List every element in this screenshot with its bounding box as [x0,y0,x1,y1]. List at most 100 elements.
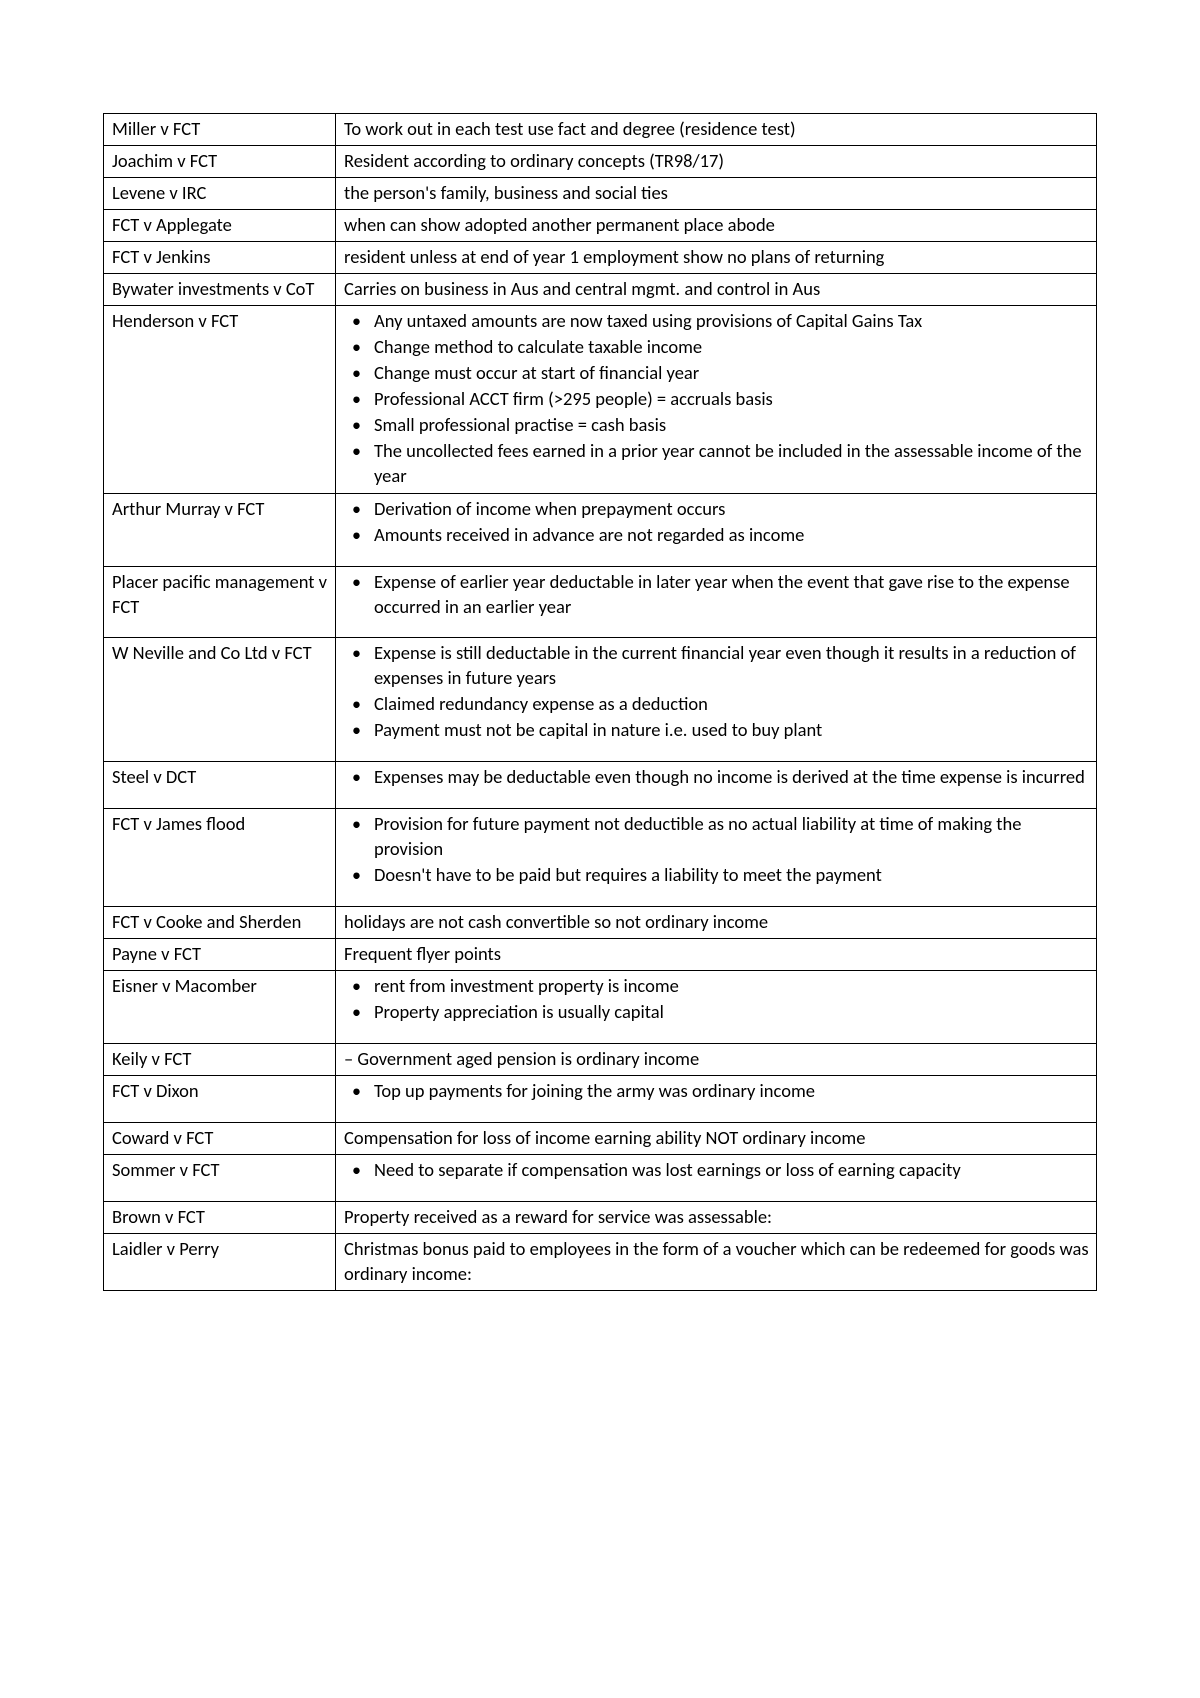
case-name-cell: Laidler v Perry [104,1233,336,1290]
description-cell: Expense of earlier year deductable in la… [336,566,1097,638]
bullet-list: Top up payments for joining the army was… [344,1079,1090,1104]
bullet-list: Expense of earlier year deductable in la… [344,570,1090,620]
bullet-list: Provision for future payment not deducti… [344,812,1090,888]
spacer [344,1105,1090,1119]
description-cell: holidays are not cash convertible so not… [336,907,1097,939]
description-text: To work out in each test use fact and de… [344,117,796,140]
spacer [344,1184,1090,1198]
bullet-list: Expense is still deductable in the curre… [344,641,1090,743]
bullet-item: Small professional practise = cash basis [344,413,1090,438]
table-body: Miller v FCT To work out in each test use… [104,114,1097,1291]
bullet-item: Amounts received in advance are not rega… [344,523,1090,548]
case-name-cell: FCT v Dixon [104,1076,336,1123]
case-name-cell: Bywater investments v CoT [104,273,336,305]
case-name-cell: Payne v FCT [104,939,336,971]
description-cell: Expense is still deductable in the curre… [336,638,1097,762]
description-text: Compensation for loss of income earning … [344,1126,865,1149]
description-cell: Property received as a reward for servic… [336,1201,1097,1233]
table-row: Henderson v FCT Any untaxed amounts are n… [104,305,1097,493]
case-name-cell: Arthur Murray v FCT [104,493,336,566]
table-row: Brown v FCT Property received as a reward… [104,1201,1097,1233]
bullet-item: Top up payments for joining the army was… [344,1079,1090,1104]
bullet-item: Doesn't have to be paid but requires a l… [344,863,1090,888]
table-row: FCT v Dixon Top up payments for joining t… [104,1076,1097,1123]
case-name-cell: Keily v FCT [104,1044,336,1076]
description-text-inner: Government aged pension is ordinary inco… [357,1047,699,1070]
case-name-cell: Brown v FCT [104,1201,336,1233]
description-cell: resident unless at end of year 1 employm… [336,241,1097,273]
table-row: Laidler v PerryChristmas bonus paid to e… [104,1233,1097,1290]
description-cell: Compensation for loss of income earning … [336,1123,1097,1155]
spacer [344,549,1090,563]
table-row: FCT v James floodProvision for future pa… [104,809,1097,907]
description-cell: Resident according to ordinary concepts … [336,145,1097,177]
bullet-list: rent from investment property is incomeP… [344,974,1090,1025]
bullet-item: Expense is still deductable in the curre… [344,641,1090,691]
table-row: Bywater investments v CoT Carries on busi… [104,273,1097,305]
case-name-cell: Eisner v Macomber [104,971,336,1044]
case-name-cell: W Neville and Co Ltd v FCT [104,638,336,762]
description-cell: Top up payments for joining the army was… [336,1076,1097,1123]
description-cell: Carries on business in Aus and central m… [336,273,1097,305]
spacer [344,889,1090,903]
description-text: resident unless at end of year 1 employm… [344,245,884,268]
bullet-list: Expenses may be deductable even though n… [344,765,1090,790]
description-cell: rent from investment property is incomeP… [336,971,1097,1044]
description-text: Carries on business in Aus and central m… [344,277,820,300]
bullet-list: Need to separate if compensation was los… [344,1158,1090,1183]
table-row: Steel v DCT Expenses may be deductable ev… [104,762,1097,809]
description-cell: – Government aged pension is ordinary in… [336,1044,1097,1076]
case-name-cell: Sommer v FCT [104,1155,336,1202]
case-name-cell: Steel v DCT [104,762,336,809]
cases-table: Miller v FCT To work out in each test use… [103,113,1097,1291]
description-cell: when can show adopted another permanent … [336,209,1097,241]
description-text: Property received as a reward for servic… [344,1205,772,1228]
case-name-cell: Placer pacific management v FCT [104,566,336,638]
description-cell: Need to separate if compensation was los… [336,1155,1097,1202]
table-row: Arthur Murray v FCT Derivation of income … [104,493,1097,566]
description-cell: To work out in each test use fact and de… [336,114,1097,146]
bullet-item: Property appreciation is usually capital [344,1000,1090,1025]
bullet-item: Any untaxed amounts are now taxed using … [344,309,1090,334]
table-row: Eisner v Macomberrent from investment pr… [104,971,1097,1044]
table-row: Miller v FCT To work out in each test use… [104,114,1097,146]
table-row: FCT v Jenkins resident unless at end of y… [104,241,1097,273]
description-text: Frequent flyer points [344,942,501,965]
table-row: Levene v IRCthe person's family, busines… [104,177,1097,209]
case-name-cell: Coward v FCT [104,1123,336,1155]
spacer [344,1026,1090,1040]
case-name-cell: FCT v James flood [104,809,336,907]
case-name-cell: FCT v Cooke and Sherden [104,907,336,939]
bullet-item: The uncollected fees earned in a prior y… [344,439,1090,489]
bullet-list: Derivation of income when prepayment occ… [344,497,1090,548]
spacer [344,620,1090,634]
bullet-item: Change must occur at start of financial … [344,361,1090,386]
description-cell: Frequent flyer points [336,939,1097,971]
description-cell: Christmas bonus paid to employees in the… [336,1233,1097,1290]
case-name-cell: FCT v Applegate [104,209,336,241]
case-name-cell: Levene v IRC [104,177,336,209]
bullet-item: Professional ACCT firm (>295 people) = a… [344,387,1090,412]
description-text: holidays are not cash convertible so not… [344,910,768,933]
description-cell: Provision for future payment not deducti… [336,809,1097,907]
description-cell: Any untaxed amounts are now taxed using … [336,305,1097,493]
description-text: when can show adopted another permanent … [344,213,775,236]
table-row: W Neville and Co Ltd v FCTExpense is sti… [104,638,1097,762]
table-row: Placer pacific management v FCTExpense o… [104,566,1097,638]
table-row: Joachim v FCTResident according to ordin… [104,145,1097,177]
bullet-list: Any untaxed amounts are now taxed using … [344,309,1090,489]
bullet-item: Change method to calculate taxable incom… [344,335,1090,360]
table-row: Keily v FCT – Government aged pension is … [104,1044,1097,1076]
table-row: Payne v FCT Frequent flyer points [104,939,1097,971]
description-text: Christmas bonus paid to employees in the… [344,1237,1089,1285]
description-text: Resident according to ordinary concepts … [344,149,724,172]
description-cell: Derivation of income when prepayment occ… [336,493,1097,566]
description-text: – Government aged pension is ordinary in… [344,1047,699,1070]
table-row: FCT v Applegate when can show adopted ano… [104,209,1097,241]
case-name-cell: Henderson v FCT [104,305,336,493]
bullet-item: rent from investment property is income [344,974,1090,999]
case-name-cell: Miller v FCT [104,114,336,146]
case-name-cell: FCT v Jenkins [104,241,336,273]
spacer [344,791,1090,805]
bullet-item: Derivation of income when prepayment occ… [344,497,1090,522]
